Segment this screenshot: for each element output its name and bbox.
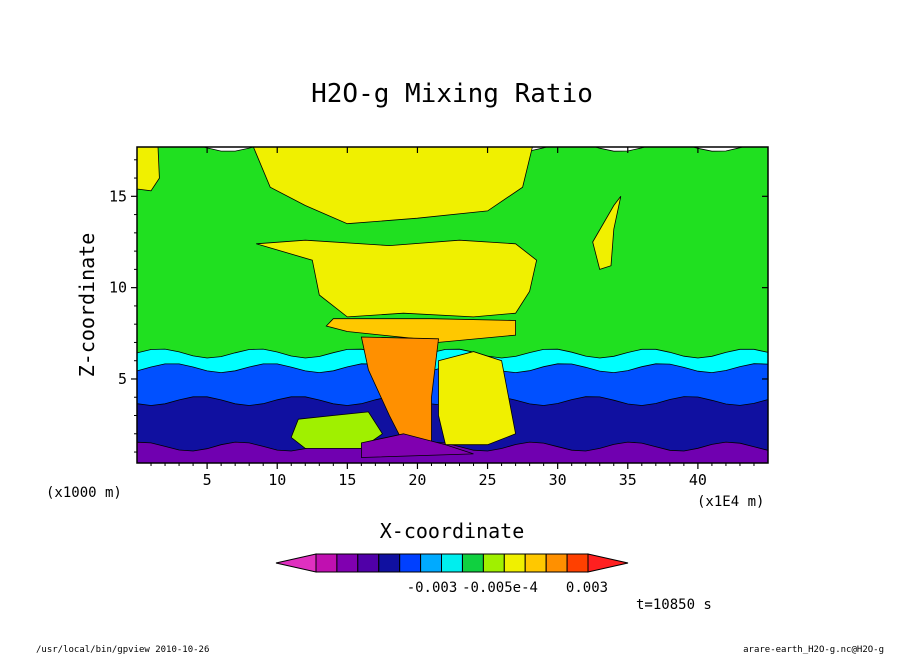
plot-area [137,147,768,463]
plot-frame [136,146,769,464]
x-axis: 5 10 15 20 25 30 35 40 [150,147,755,489]
y-axis-label: Z-coordinate [75,233,99,378]
time-label: t=10850 s [636,597,712,613]
right-blob [592,196,622,270]
colorbar-label-1: -0.003 [407,580,458,596]
colorbar-segment [399,553,422,573]
y-tick-label: 15 [109,187,127,205]
colorbar-label-3: 0.003 [566,580,608,596]
x-tick-label: 35 [619,471,637,489]
colorbar-segment [566,553,589,573]
x-tick-label: 20 [408,471,426,489]
footer-left: /usr/local/bin/gpview 2010-10-26 [36,645,209,654]
colorbar-segment [462,553,484,573]
colorbar-segment [503,553,526,573]
colorbar-left-arrow [275,553,317,573]
x-axis-label: X-coordinate [380,519,525,543]
colorbar-segment [336,553,359,573]
colorbar-right-arrow [587,553,629,573]
corner-blob [137,147,160,192]
colorbar-segment [378,553,401,573]
x-tick-label: 30 [549,471,567,489]
y-tick-label: 10 [109,279,127,297]
x-tick-label: 40 [689,471,707,489]
x-unit-left: (x1000 m) [46,485,122,501]
chart-title: H2O-g Mixing Ratio [311,79,593,109]
colorbar-segment [524,553,547,573]
x-tick-label: 25 [479,471,497,489]
colorbar-segment [482,553,505,573]
colorbar-segment [420,553,443,573]
colorbar-segment [357,553,380,573]
colorbar-segment [441,553,463,573]
x-tick-label: 15 [338,471,356,489]
footer-right: arare-earth_H2O-g.nc@H2O-g [743,645,884,654]
colorbar-segment [315,553,338,573]
x-unit-right: (x1E4 m) [697,494,764,510]
upper-dome-region [252,147,533,225]
surface-dark-region [360,433,474,458]
colorbar-segment [545,553,568,573]
anvil-core [325,318,516,343]
y-tick-label: 5 [118,370,127,388]
y-axis: 5 10 15 [109,159,768,453]
anvil-region [256,239,538,318]
x-tick-label: 10 [268,471,286,489]
x-tick-label: 5 [203,471,212,489]
lower-mixed-region [438,351,517,446]
colorbar [275,553,629,573]
colorbar-label-2: -0.005e-4 [462,580,538,596]
